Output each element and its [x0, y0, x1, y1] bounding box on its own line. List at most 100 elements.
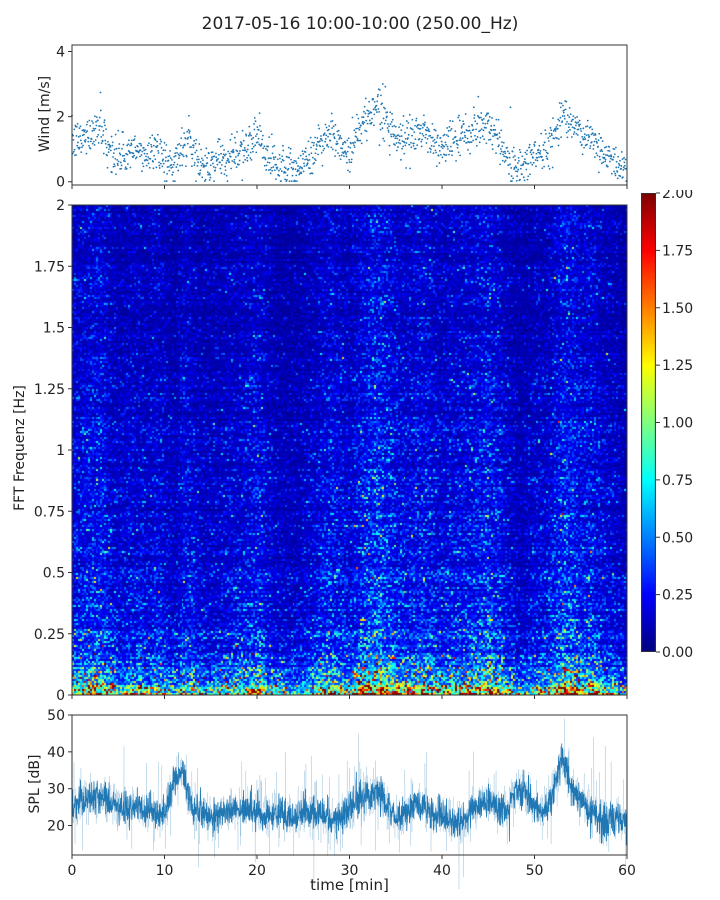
wind-point	[142, 146, 145, 149]
figure-title: 2017-05-16 10:00-10:00 (250.00_Hz)	[201, 14, 519, 34]
wind-point	[297, 157, 300, 160]
wind-point	[327, 145, 330, 148]
wind-point	[147, 156, 150, 159]
wind-point	[200, 164, 203, 167]
spl-y-tick-label: 50	[47, 708, 65, 724]
wind-point	[209, 176, 212, 179]
wind-point	[414, 138, 417, 141]
wind-point	[476, 136, 479, 138]
wind-point	[441, 143, 443, 146]
wind-point	[358, 128, 361, 131]
wind-point	[109, 149, 112, 152]
wind-point	[163, 141, 166, 144]
wind-point	[343, 155, 345, 158]
wind-point	[600, 148, 603, 151]
wind-point	[366, 122, 369, 125]
wind-point	[148, 166, 151, 169]
wind-point	[187, 129, 190, 131]
wind-point	[95, 116, 98, 119]
wind-point	[282, 144, 284, 147]
wind-point	[94, 127, 97, 130]
wind-point	[447, 130, 450, 132]
wind-point	[596, 142, 598, 144]
wind-point	[112, 152, 115, 155]
wind-point	[401, 140, 404, 143]
wind-point	[190, 165, 193, 168]
wind-point	[498, 132, 501, 135]
wind-point	[420, 140, 423, 143]
wind-y-tick-label: 2	[56, 110, 65, 126]
wind-point	[590, 133, 593, 136]
wind-point	[527, 162, 530, 165]
wind-point	[431, 122, 434, 125]
wind-point	[378, 89, 381, 91]
wind-point	[621, 158, 624, 160]
wind-point	[457, 143, 459, 146]
wind-point	[115, 173, 117, 176]
wind-point	[401, 147, 403, 150]
wind-point	[534, 141, 537, 144]
wind-point	[515, 170, 517, 173]
wind-point	[379, 123, 382, 126]
wind-point	[82, 144, 84, 147]
wind-point	[624, 158, 627, 161]
wind-point	[475, 144, 478, 147]
wind-point	[189, 135, 192, 138]
wind-point	[161, 152, 163, 155]
wind-point	[301, 157, 304, 160]
wind-point	[91, 120, 93, 123]
wind-point	[285, 155, 288, 158]
wind-point	[528, 146, 531, 149]
wind-point	[141, 162, 144, 165]
wind-point	[114, 165, 116, 168]
wind-point	[122, 143, 125, 146]
wind-point	[378, 144, 381, 147]
wind-point	[161, 165, 164, 168]
wind-point	[478, 116, 481, 119]
wind-point	[430, 148, 432, 151]
wind-point	[541, 167, 544, 170]
wind-point	[128, 139, 130, 142]
wind-point	[234, 162, 237, 165]
wind-point	[361, 116, 363, 119]
wind-point	[397, 134, 400, 137]
wind-point	[415, 117, 418, 120]
wind-point	[85, 131, 87, 134]
wind-point	[395, 142, 398, 144]
wind-point	[222, 157, 225, 159]
wind-point	[558, 102, 561, 104]
wind-point	[422, 134, 425, 137]
wind-point	[483, 138, 486, 141]
wind-point	[421, 126, 424, 129]
wind-point	[418, 123, 420, 126]
wind-point	[211, 158, 214, 161]
wind-point	[569, 113, 572, 116]
wind-point	[151, 134, 154, 137]
wind-point	[187, 136, 190, 139]
wind-point	[334, 124, 337, 126]
wind-point	[284, 178, 287, 181]
wind-point	[298, 173, 301, 176]
wind-point	[595, 138, 597, 140]
wind-point	[579, 141, 582, 143]
wind-point	[397, 146, 399, 148]
wind-point	[296, 170, 299, 173]
wind-point	[349, 146, 352, 149]
spectrogram-y-tick-label: 1.25	[34, 382, 65, 398]
wind-point	[363, 121, 366, 124]
wind-point	[123, 154, 126, 157]
wind-point	[286, 179, 288, 181]
wind-point	[324, 137, 327, 140]
wind-point	[151, 149, 153, 152]
wind-point	[587, 133, 590, 136]
wind-point	[472, 128, 475, 131]
wind-point	[252, 136, 255, 139]
wind-point	[287, 167, 290, 170]
wind-point	[167, 159, 170, 162]
wind-point	[439, 153, 442, 156]
wind-point	[103, 121, 106, 124]
wind-point	[98, 129, 101, 131]
wind-point	[162, 158, 164, 161]
wind-point	[257, 129, 260, 131]
wind-point	[522, 176, 525, 179]
